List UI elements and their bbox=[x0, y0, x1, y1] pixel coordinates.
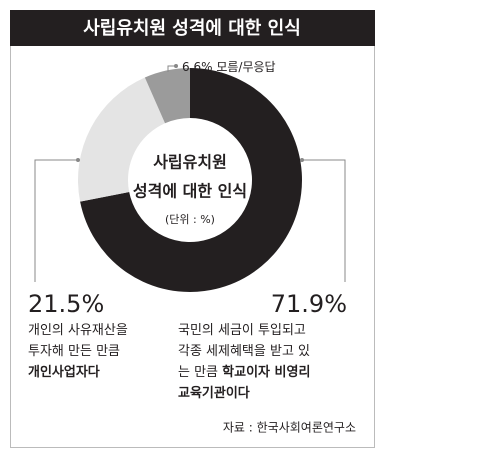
description-part: 교육기관이다 bbox=[178, 385, 250, 401]
description: 개인사업자다 bbox=[28, 364, 100, 380]
description: 는 만큼 학교이자 비영리 bbox=[178, 364, 310, 380]
value-label: 71.9% bbox=[271, 290, 347, 318]
donut-segment bbox=[144, 68, 190, 124]
description-part: 국민의 세금이 투입되고 bbox=[178, 323, 306, 338]
value-label: 6.6% bbox=[182, 60, 213, 74]
chart-title: 사립유치원 성격에 대한 인식 bbox=[83, 18, 301, 39]
description: 교육기관이다 bbox=[178, 385, 250, 401]
description-part: 투자해 만든 만큼 bbox=[28, 344, 120, 359]
description: 각종 세제혜택을 받고 있 bbox=[178, 344, 310, 359]
unit: (단위 : %) bbox=[165, 213, 215, 226]
category-label: 모름/무응답 bbox=[216, 60, 275, 74]
description: 국민의 세금이 투입되고 bbox=[178, 323, 306, 338]
leader-dot bbox=[300, 158, 304, 162]
description-part: 개인의 사유재산을 bbox=[28, 323, 128, 338]
leader-line bbox=[34, 159, 78, 282]
description-part: 는 만큼 bbox=[178, 365, 222, 380]
leader-line bbox=[167, 65, 176, 72]
title-bar bbox=[10, 10, 375, 46]
leader-line bbox=[302, 159, 346, 282]
leader-dot bbox=[76, 158, 80, 162]
donut-segment bbox=[78, 77, 166, 202]
small-label: 6.6% 모름/무응답 bbox=[182, 60, 276, 74]
donut-segment bbox=[80, 68, 302, 292]
center-title: 사립유치원 bbox=[153, 153, 227, 172]
description-part: 각종 세제혜택을 받고 있 bbox=[178, 344, 310, 359]
description-part: 학교이자 비영리 bbox=[222, 364, 310, 380]
value-label: 21.5% bbox=[28, 290, 104, 318]
source: 자료 : 한국사회여론연구소 bbox=[223, 421, 356, 435]
leader-dot bbox=[174, 64, 178, 68]
description: 개인의 사유재산을 bbox=[28, 323, 128, 338]
center-title: 성격에 대한 인식 bbox=[133, 182, 247, 201]
description-part: 개인사업자다 bbox=[28, 364, 100, 380]
description: 투자해 만든 만큼 bbox=[28, 344, 120, 359]
